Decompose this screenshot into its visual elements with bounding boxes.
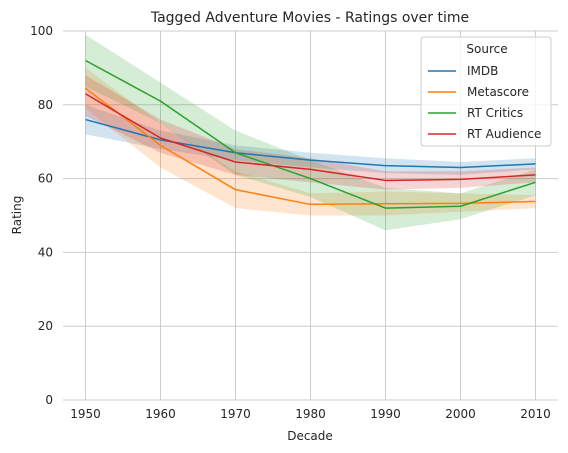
y-tick-label: 20 [38,319,53,333]
x-tick-label: 1950 [70,407,101,421]
x-tick-label: 1970 [220,407,251,421]
x-tick-label: 1990 [370,407,401,421]
x-tick-label: 2000 [445,407,476,421]
y-tick-label: 100 [30,24,53,38]
x-tick-label: 1980 [295,407,326,421]
chart-title: Tagged Adventure Movies - Ratings over t… [150,10,469,26]
y-tick-label: 0 [45,393,53,407]
y-tick-label: 60 [38,172,53,186]
legend-title: Source [466,42,507,56]
rt-critics-legend-label: RT Critics [467,106,523,120]
rt-audience-legend-label: RT Audience [467,127,541,141]
metascore-legend-label: Metascore [467,85,529,99]
x-tick-label: 2010 [520,407,551,421]
legend: Source IMDB Metascore RT Critics RT Audienc… [421,37,551,146]
imdb-legend-label: IMDB [467,64,498,78]
x-tick-label: 1960 [145,407,176,421]
y-tick-label: 80 [38,98,53,112]
y-axis-label: Rating [10,196,24,235]
y-tick-label: 40 [38,245,53,259]
x-axis-label: Decade [287,429,333,443]
